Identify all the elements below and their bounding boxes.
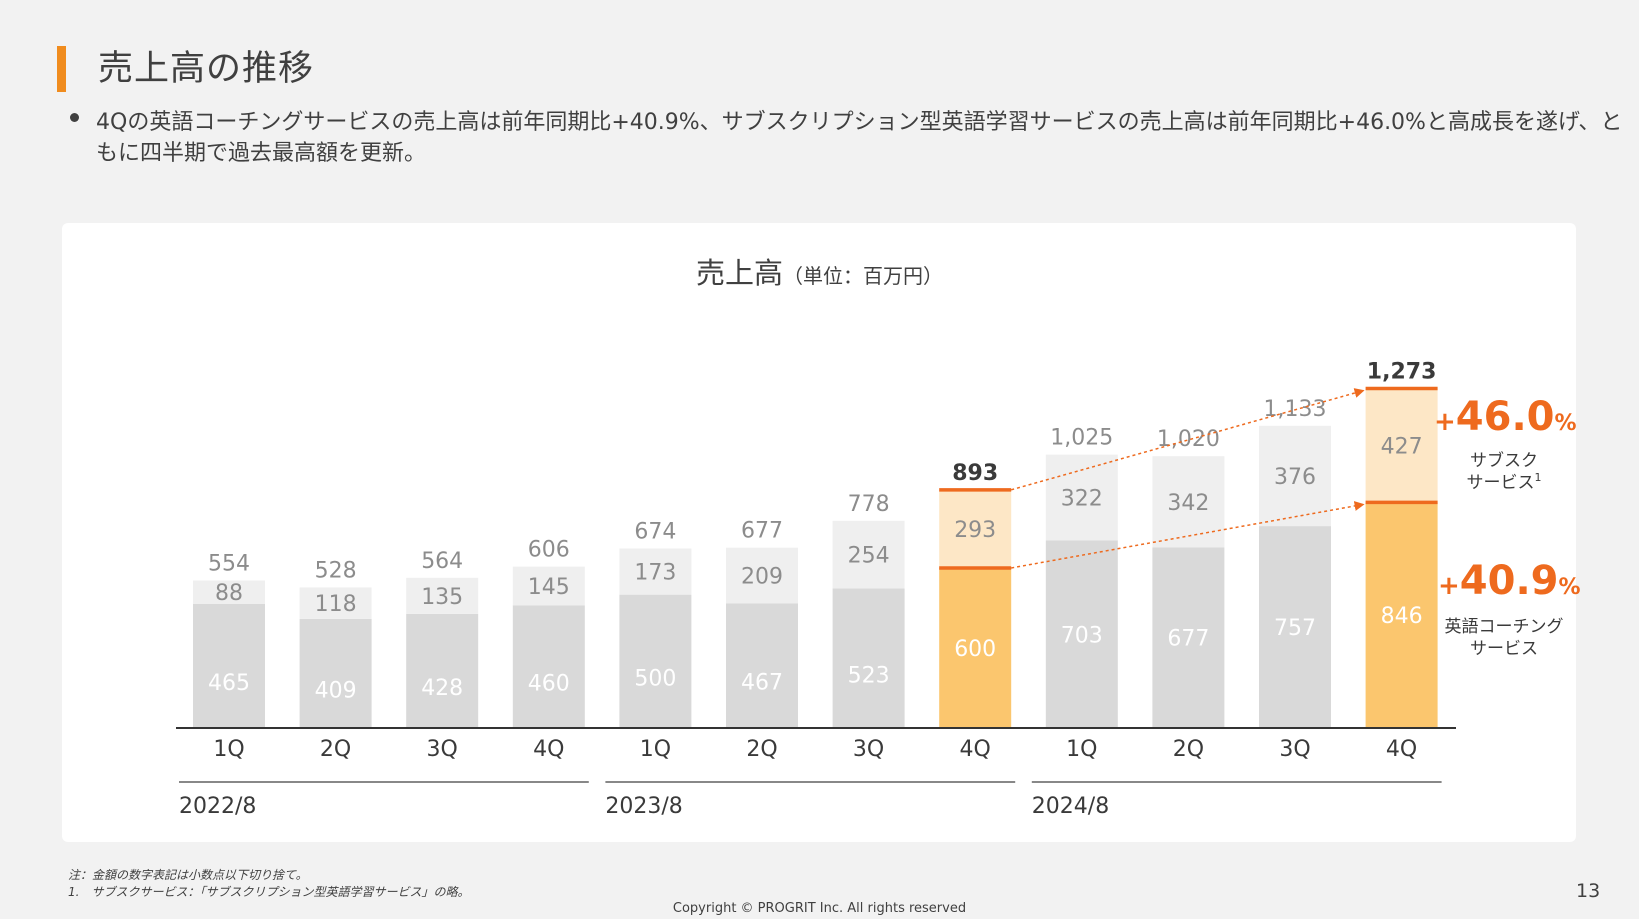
x-tick-label: 4Q bbox=[1386, 737, 1417, 762]
bar-subscription-11 bbox=[1259, 425, 1331, 527]
total-value-label: 564 bbox=[421, 549, 463, 574]
subscription-value-label: 209 bbox=[741, 565, 783, 590]
subscription-value-label: 173 bbox=[634, 561, 676, 586]
bar-subscription-1 bbox=[193, 580, 265, 604]
total-value-label: 893 bbox=[952, 461, 998, 486]
chart-title: 売上高（単位：百万円） bbox=[0, 250, 1639, 292]
bar-subscription-3 bbox=[406, 577, 479, 614]
subscription-growth-label-line1: サブスク bbox=[1470, 450, 1538, 471]
bar-subscription-5 bbox=[619, 548, 692, 595]
bar-coaching-5 bbox=[619, 594, 692, 728]
total-value-label: 674 bbox=[634, 520, 676, 545]
bar-coaching-2 bbox=[299, 618, 372, 728]
x-tick-label: 1Q bbox=[1066, 737, 1097, 762]
subscription-value-label: 88 bbox=[215, 581, 243, 606]
coaching-growth-label-line2: サービス bbox=[1470, 639, 1538, 659]
footnote-1: 1. サブスクサービス：「サブスクリプション型英語学習サービス」の略。 bbox=[68, 885, 470, 899]
coaching-value-label: 703 bbox=[1061, 623, 1103, 648]
page-title: 売上高の推移 bbox=[98, 49, 315, 89]
fiscal-year-label: 2024/8 bbox=[1032, 794, 1109, 819]
x-tick-label: 2Q bbox=[320, 737, 351, 762]
bar-subscription-2 bbox=[299, 587, 372, 619]
title-accent-bar bbox=[57, 46, 66, 92]
coaching-value-label: 428 bbox=[421, 676, 463, 701]
subscription-value-label: 118 bbox=[315, 592, 357, 617]
bar-subscription-7 bbox=[832, 520, 905, 589]
coaching-value-label: 846 bbox=[1381, 604, 1423, 629]
total-value-label: 554 bbox=[208, 552, 250, 577]
fiscal-year-label: 2023/8 bbox=[605, 794, 682, 819]
subscription-growth-arrow bbox=[1010, 388, 1365, 491]
x-tick-label: 3Q bbox=[427, 737, 458, 762]
x-tick-label: 1Q bbox=[640, 737, 671, 762]
bar-subscription-12 bbox=[1365, 388, 1438, 503]
coaching-value-label: 467 bbox=[741, 671, 783, 696]
bar-subscription-9 bbox=[1045, 454, 1118, 541]
total-value-label: 528 bbox=[315, 558, 357, 583]
subscription-value-label: 145 bbox=[528, 575, 570, 600]
subscription-value-label: 427 bbox=[1381, 434, 1423, 459]
subscription-value-label: 293 bbox=[954, 518, 996, 543]
coaching-value-label: 757 bbox=[1274, 616, 1316, 641]
bar-coaching-11 bbox=[1259, 526, 1331, 728]
total-value-label: 778 bbox=[848, 492, 890, 517]
x-tick-label: 3Q bbox=[1279, 737, 1310, 762]
page-number: 13 bbox=[1576, 880, 1601, 902]
x-tick-label: 1Q bbox=[213, 737, 244, 762]
coaching-value-label: 409 bbox=[315, 678, 357, 703]
total-value-label: 606 bbox=[528, 538, 570, 563]
bar-subscription-8 bbox=[939, 489, 1012, 568]
bullet-dot bbox=[70, 113, 79, 122]
subscription-value-label: 342 bbox=[1167, 491, 1209, 516]
bar-subscription-6 bbox=[726, 547, 798, 604]
bar-coaching-7 bbox=[832, 588, 905, 728]
bar-coaching-10 bbox=[1152, 547, 1225, 728]
total-value-label: 1,273 bbox=[1367, 359, 1437, 384]
subscription-value-label: 135 bbox=[421, 585, 463, 610]
coaching-value-label: 500 bbox=[634, 666, 676, 691]
bar-coaching-8 bbox=[939, 567, 1012, 728]
subscription-growth-rate: +46.0% bbox=[1434, 394, 1577, 440]
subscription-value-label: 254 bbox=[848, 544, 890, 569]
bar-subscription-4 bbox=[512, 566, 585, 606]
bar-coaching-6 bbox=[726, 603, 798, 728]
chart-title-unit: （単位：百万円） bbox=[783, 264, 943, 288]
bar-coaching-1 bbox=[193, 603, 265, 728]
fiscal-year-label: 2022/8 bbox=[179, 794, 256, 819]
coaching-growth-rate: +40.9% bbox=[1438, 558, 1581, 604]
subscription-value-label: 376 bbox=[1274, 465, 1316, 490]
x-tick-label: 2Q bbox=[1173, 737, 1204, 762]
coaching-value-label: 600 bbox=[954, 637, 996, 662]
x-tick-label: 2Q bbox=[746, 737, 777, 762]
coaching-growth-label-line1: 英語コーチング bbox=[1445, 617, 1564, 637]
x-tick-label: 3Q bbox=[853, 737, 884, 762]
x-tick-label: 4Q bbox=[960, 737, 991, 762]
total-value-label: 1,025 bbox=[1050, 426, 1113, 451]
coaching-value-label: 460 bbox=[528, 672, 570, 697]
footnote-note: 注：金額の数字表記は小数点以下切り捨て。 bbox=[68, 868, 308, 882]
total-value-label: 677 bbox=[741, 519, 783, 544]
x-tick-label: 4Q bbox=[533, 737, 564, 762]
total-value-label: 1,020 bbox=[1157, 427, 1220, 452]
summary-bullet: 4Qの英語コーチングサービスの売上高は前年同期比+40.9%、サブスクリプション… bbox=[96, 110, 1623, 166]
coaching-value-label: 677 bbox=[1167, 627, 1209, 652]
coaching-value-label: 523 bbox=[848, 663, 890, 688]
chart-title-main: 売上高 bbox=[695, 256, 783, 290]
copyright: Copyright © PROGRIT Inc. All rights rese… bbox=[672, 901, 967, 916]
bar-coaching-3 bbox=[406, 613, 479, 728]
bar-coaching-12 bbox=[1365, 502, 1438, 728]
subscription-value-label: 322 bbox=[1061, 487, 1103, 512]
bar-coaching-4 bbox=[512, 605, 585, 728]
subscription-growth-label-line2: サービス1 bbox=[1467, 471, 1542, 493]
bar-coaching-9 bbox=[1045, 540, 1118, 728]
coaching-value-label: 465 bbox=[208, 671, 250, 696]
